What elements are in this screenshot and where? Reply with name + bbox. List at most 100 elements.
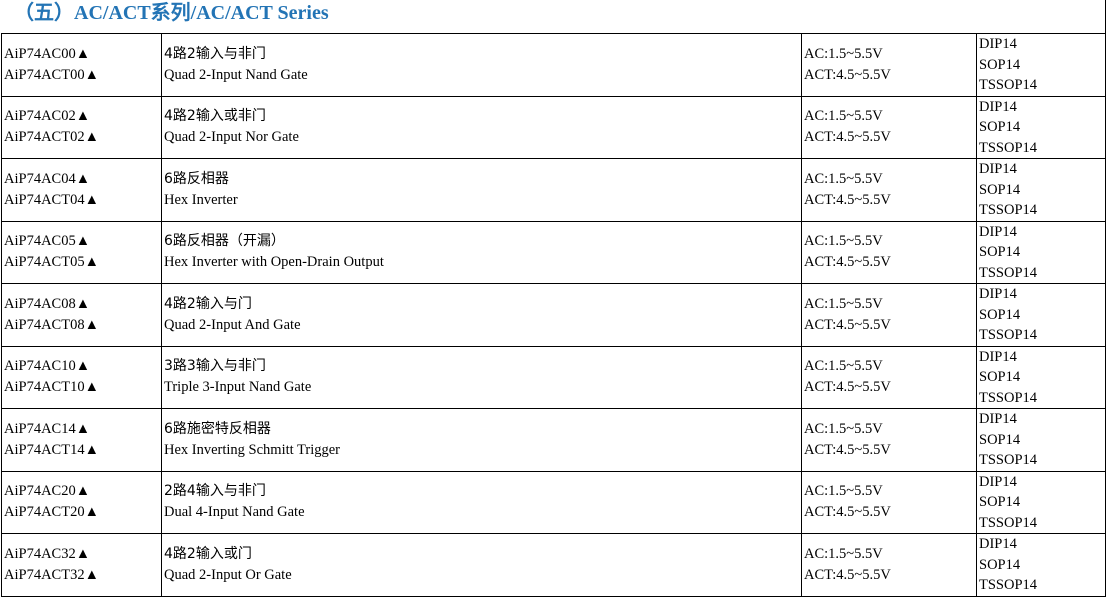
description-en: Dual 4-Input Nand Gate <box>164 504 305 521</box>
voltage-cell: AC:1.5~5.5V ACT:4.5~5.5V <box>801 533 977 597</box>
package: DIP14 <box>979 536 1017 552</box>
part-number: AiP74ACT02▲ <box>4 129 99 146</box>
description-cn: 2路4输入与非门 <box>164 483 266 500</box>
table-row: AiP74AC10▲ AiP74ACT10▲ 3路3输入与非门 Triple 3-I… <box>1 345 1106 409</box>
voltage-cell: AC:1.5~5.5V ACT:4.5~5.5V <box>801 220 977 284</box>
table-row: AiP74AC14▲ AiP74ACT14▲ 6路施密特反相器 Hex Invert… <box>1 408 1106 472</box>
part-number: AiP74ACT10▲ <box>4 379 99 396</box>
description-cn: 4路2输入或门 <box>164 545 252 562</box>
part-number: AiP74AC20▲ <box>4 483 91 500</box>
part-number: AiP74ACT04▲ <box>4 191 99 208</box>
voltage-cell: AC:1.5~5.5V ACT:4.5~5.5V <box>801 470 977 534</box>
package-cell: DIP14 SOP14 TSSOP14 <box>976 158 1106 222</box>
description-cell: 4路2输入或非门 Quad 2-Input Nor Gate <box>161 95 802 159</box>
package-cell: DIP14 SOP14 TSSOP14 <box>976 283 1106 347</box>
package: SOP14 <box>979 431 1021 448</box>
part-number-cell: AiP74AC20▲ AiP74ACT20▲ <box>1 470 162 534</box>
description-cn: 6路反相器 <box>164 170 229 187</box>
table-row: AiP74AC08▲ AiP74ACT08▲ 4路2输入与门 Quad 2-Inpu… <box>1 283 1106 347</box>
description-en: Quad 2-Input Nor Gate <box>164 129 299 146</box>
package: TSSOP14 <box>979 577 1038 593</box>
package: DIP14 <box>979 161 1017 177</box>
package-cell: DIP14 SOP14 TSSOP14 <box>976 470 1106 534</box>
voltage-ac: AC:1.5~5.5V <box>804 483 883 500</box>
description-en: Quad 2-Input Nand Gate <box>164 66 308 83</box>
description-en: Quad 2-Input And Gate <box>164 316 301 333</box>
voltage-act: ACT:4.5~5.5V <box>804 566 891 583</box>
voltage-cell: AC:1.5~5.5V ACT:4.5~5.5V <box>801 33 977 97</box>
description-cell: 6路施密特反相器 Hex Inverting Schmitt Trigger <box>161 408 802 472</box>
description-cell: 6路反相器 Hex Inverter <box>161 158 802 222</box>
package-cell: DIP14 SOP14 TSSOP14 <box>976 345 1106 409</box>
table-row: AiP74AC32▲ AiP74ACT32▲ 4路2输入或门 Quad 2-Inpu… <box>1 533 1106 597</box>
package: DIP14 <box>979 348 1017 365</box>
package: TSSOP14 <box>979 327 1038 343</box>
description-cn: 6路反相器（开漏） <box>164 233 285 250</box>
package: TSSOP14 <box>979 264 1038 281</box>
description-cell: 4路2输入与非门 Quad 2-Input Nand Gate <box>161 33 802 97</box>
part-number: AiP74ACT00▲ <box>4 66 99 83</box>
package: DIP14 <box>979 286 1017 302</box>
description-cell: 3路3输入与非门 Triple 3-Input Nand Gate <box>161 345 802 409</box>
package-cell: DIP14 SOP14 TSSOP14 <box>976 33 1106 97</box>
description-en: Hex Inverter with Open-Drain Output <box>164 254 384 271</box>
voltage-ac: AC:1.5~5.5V <box>804 295 883 312</box>
part-number: AiP74ACT20▲ <box>4 504 99 521</box>
description-en: Quad 2-Input Or Gate <box>164 566 292 583</box>
voltage-ac: AC:1.5~5.5V <box>804 233 883 250</box>
part-number: AiP74ACT14▲ <box>4 441 99 458</box>
package: DIP14 <box>979 223 1017 240</box>
part-number: AiP74AC00▲ <box>4 45 91 62</box>
voltage-act: ACT:4.5~5.5V <box>804 379 891 396</box>
description-en: Hex Inverting Schmitt Trigger <box>164 441 341 458</box>
divider <box>1105 0 1106 34</box>
part-number: AiP74AC32▲ <box>4 545 91 562</box>
table-row: AiP74AC02▲ AiP74ACT02▲ 4路2输入或非门 Quad 2-Inp… <box>1 95 1106 159</box>
product-table: AiP74AC00▲ AiP74ACT00▲ 4路2输入与非门 Quad 2-Inp… <box>1 33 1106 597</box>
part-number-cell: AiP74AC14▲ AiP74ACT14▲ <box>1 408 162 472</box>
part-number: AiP74AC08▲ <box>4 295 91 312</box>
description-cn: 4路2输入与门 <box>164 295 252 312</box>
voltage-ac: AC:1.5~5.5V <box>804 420 883 437</box>
description-cn: 3路3输入与非门 <box>164 358 266 375</box>
description-cn: 4路2输入与非门 <box>164 45 266 62</box>
description-cn: 4路2输入或非门 <box>164 108 266 125</box>
part-number-cell: AiP74AC00▲ AiP74ACT00▲ <box>1 33 162 97</box>
part-number-cell: AiP74AC05▲ AiP74ACT05▲ <box>1 220 162 284</box>
description-cell: 6路反相器（开漏） Hex Inverter with Open-Drain Ou… <box>161 220 802 284</box>
package: TSSOP14 <box>979 202 1038 218</box>
voltage-ac: AC:1.5~5.5V <box>804 45 883 62</box>
voltage-cell: AC:1.5~5.5V ACT:4.5~5.5V <box>801 345 977 409</box>
voltage-act: ACT:4.5~5.5V <box>804 129 891 146</box>
package: SOP14 <box>979 244 1021 260</box>
description-en: Hex Inverter <box>164 191 238 208</box>
voltage-ac: AC:1.5~5.5V <box>804 170 883 187</box>
part-number-cell: AiP74AC10▲ AiP74ACT10▲ <box>1 345 162 409</box>
part-number-cell: AiP74AC04▲ AiP74ACT04▲ <box>1 158 162 222</box>
package: TSSOP14 <box>979 452 1038 468</box>
voltage-act: ACT:4.5~5.5V <box>804 441 891 458</box>
package: TSSOP14 <box>979 514 1038 531</box>
voltage-act: ACT:4.5~5.5V <box>804 254 891 271</box>
package: DIP14 <box>979 98 1017 115</box>
package: SOP14 <box>979 494 1021 510</box>
part-number: AiP74AC04▲ <box>4 170 91 187</box>
package-cell: DIP14 SOP14 TSSOP14 <box>976 533 1106 597</box>
package-cell: DIP14 SOP14 TSSOP14 <box>976 95 1106 159</box>
voltage-cell: AC:1.5~5.5V ACT:4.5~5.5V <box>801 283 977 347</box>
section-title: （五）AC/ACT系列/AC/ACT Series <box>14 2 329 24</box>
package: DIP14 <box>979 36 1017 52</box>
description-cell: 2路4输入与非门 Dual 4-Input Nand Gate <box>161 470 802 534</box>
package-cell: DIP14 SOP14 TSSOP14 <box>976 220 1106 284</box>
package: SOP14 <box>979 56 1021 73</box>
part-number: AiP74ACT05▲ <box>4 254 99 271</box>
voltage-act: ACT:4.5~5.5V <box>804 504 891 521</box>
part-number: AiP74AC05▲ <box>4 233 91 250</box>
voltage-ac: AC:1.5~5.5V <box>804 358 883 375</box>
package: DIP14 <box>979 473 1017 490</box>
description-cell: 4路2输入与门 Quad 2-Input And Gate <box>161 283 802 347</box>
package: TSSOP14 <box>979 139 1038 156</box>
part-number-cell: AiP74AC08▲ AiP74ACT08▲ <box>1 283 162 347</box>
voltage-act: ACT:4.5~5.5V <box>804 316 891 333</box>
voltage-ac: AC:1.5~5.5V <box>804 545 883 562</box>
